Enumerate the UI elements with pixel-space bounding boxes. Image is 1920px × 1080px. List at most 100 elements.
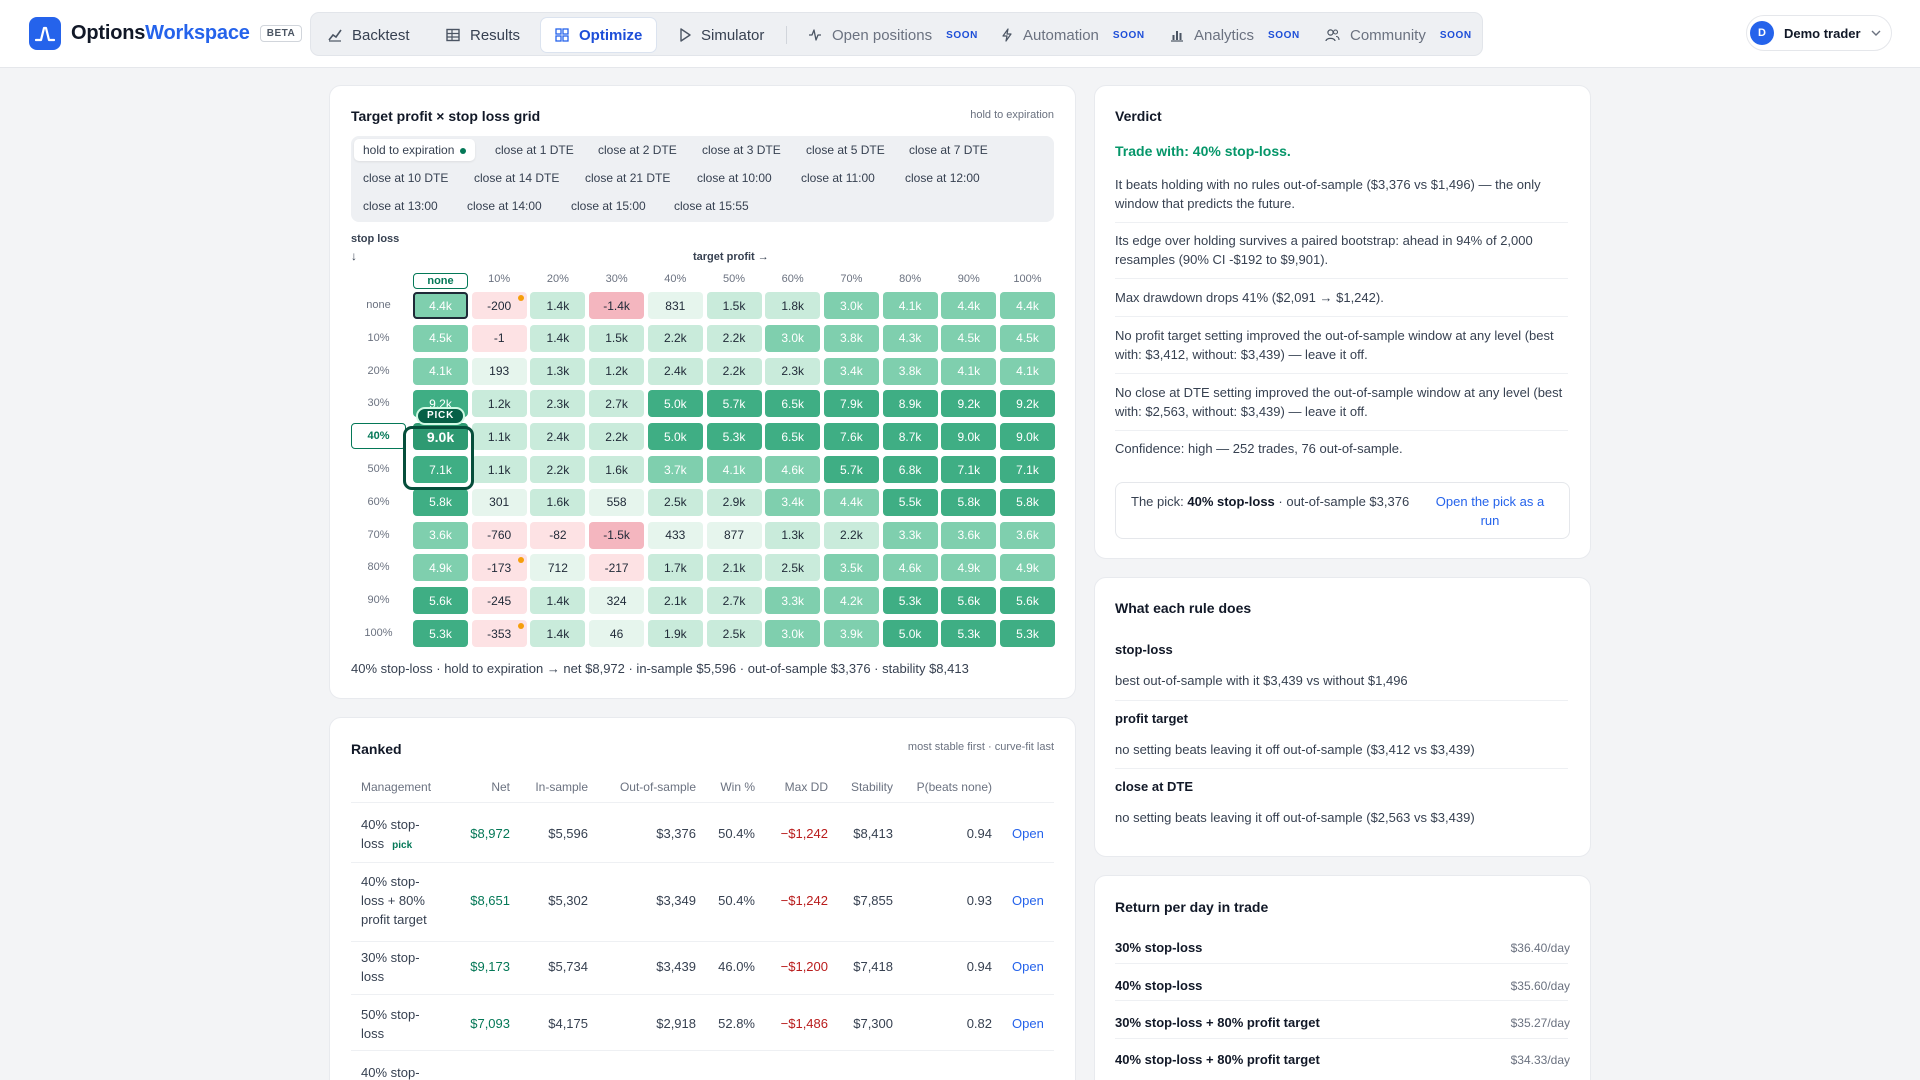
grid-cell[interactable]: 5.8k [1000,488,1055,516]
grid-cell[interactable]: 7.1k [1000,456,1055,483]
grid-cell[interactable]: 3.0k [823,292,879,319]
grid-cell[interactable]: 4.9k [941,554,997,582]
chip-close-3-dte[interactable]: close at 3 DTE [702,143,781,157]
grid-cell[interactable]: -1.5k [589,521,645,549]
grid-cell[interactable]: 46 [589,620,645,647]
grid-cell[interactable]: 1.6k [530,488,586,516]
grid-cell[interactable]: 4.5k [941,324,997,352]
nav-community[interactable]: Community SOON [1325,17,1472,53]
grid-cell[interactable]: 5.5k [882,488,938,516]
grid-cell[interactable]: 2.7k [589,390,645,418]
grid-cell[interactable]: 2.9k [706,488,762,516]
grid-cell[interactable]: 1.6k [589,456,645,483]
grid-cell[interactable]: 5.3k [941,620,997,647]
grid-cell[interactable]: -173 [471,554,527,582]
grid-cell[interactable]: 5.6k [941,587,997,615]
grid-cell[interactable]: 2.4k [647,357,703,385]
chip-close-1555[interactable]: close at 15:55 [674,199,749,213]
grid-cell[interactable]: 5.3k [1000,620,1055,647]
grid-cell[interactable]: 3.4k [823,357,879,385]
chip-close-5-dte[interactable]: close at 5 DTE [806,143,885,157]
grid-cell[interactable]: 2.7k [706,587,762,615]
nav-results[interactable]: Results [446,17,520,53]
grid-cell[interactable]: 7.6k [823,423,879,451]
grid-cell[interactable]: 4.3k [882,324,938,352]
grid-cell[interactable]: 6.5k [765,423,821,451]
grid-cell[interactable]: 4.9k [1000,554,1055,582]
grid-cell[interactable]: 3.6k [1000,521,1055,549]
grid-cell[interactable]: -1.4k [589,292,645,319]
column-header[interactable]: none [413,273,468,289]
chip-close-14-dte[interactable]: close at 14 DTE [474,171,560,185]
chip-close-10-dte[interactable]: close at 10 DTE [363,171,449,185]
grid-cell[interactable]: 5.3k [706,423,762,451]
grid-cell[interactable]: -217 [589,554,645,582]
grid-cell[interactable]: 712 [530,554,586,582]
chip-close-1-dte[interactable]: close at 1 DTE [495,143,574,157]
grid-cell[interactable]: 2.2k [706,357,762,385]
grid-cell[interactable]: 2.1k [647,587,703,615]
chip-close-1500[interactable]: close at 15:00 [571,199,646,213]
grid-cell[interactable]: 301 [471,488,527,516]
grid-cell[interactable]: 1.4k [530,292,586,319]
grid-cell[interactable]: 5.0k [647,390,703,418]
grid-cell[interactable]: 2.2k [589,423,645,451]
grid-cell[interactable]: 5.7k [823,456,879,483]
grid-cell[interactable]: 324 [589,587,645,615]
grid-cell[interactable]: 3.6k [941,521,997,549]
nav-backtest[interactable]: Backtest [328,17,410,53]
grid-cell[interactable]: 1.3k [765,521,821,549]
grid-cell[interactable]: 4.4k [413,292,468,319]
open-run-link[interactable]: Open [1012,959,1044,974]
grid-cell[interactable]: 5.3k [882,587,938,615]
grid-cell[interactable]: 2.2k [530,456,586,483]
grid-cell[interactable]: 4.6k [765,456,821,483]
grid-cell[interactable]: 3.5k [823,554,879,582]
grid-cell[interactable]: 8.7k [882,423,938,451]
grid-cell[interactable]: 2.5k [647,488,703,516]
grid-cell[interactable]: 4.5k [1000,324,1055,352]
grid-cell[interactable]: 1.4k [530,324,586,352]
grid-cell[interactable]: 2.5k [706,620,762,647]
grid-cell[interactable]: 9.2k [941,390,997,418]
grid-cell[interactable]: -245 [471,587,527,615]
grid-cell[interactable]: 1.1k [471,456,527,483]
grid-cell[interactable]: 2.2k [823,521,879,549]
grid-cell[interactable]: 193 [471,357,527,385]
grid-cell[interactable]: 4.4k [941,292,997,319]
grid-cell[interactable]: 9.0k [941,423,997,451]
open-pick-link[interactable]: Open the pick as a run [1435,494,1545,528]
grid-cell[interactable]: -1 [471,324,527,352]
grid-cell[interactable]: 433 [647,521,703,549]
chip-close-7-dte[interactable]: close at 7 DTE [909,143,988,157]
grid-cell[interactable]: 877 [706,521,762,549]
grid-cell[interactable]: 1.4k [530,620,586,647]
grid-cell[interactable]: 7.1k [413,456,468,483]
grid-cell[interactable]: 1.2k [589,357,645,385]
chip-close-21-dte[interactable]: close at 21 DTE [585,171,671,185]
chip-hold-to-expiration[interactable]: hold to expiration [354,139,476,161]
grid-cell[interactable]: 9.2k [1000,390,1055,418]
nav-simulator[interactable]: Simulator [679,17,764,53]
grid-cell[interactable]: 831 [647,292,703,319]
grid-cell[interactable]: 5.6k [413,587,468,615]
nav-open-positions[interactable]: Open positions SOON [808,17,978,53]
grid-cell[interactable]: 2.2k [706,324,762,352]
grid-cell[interactable]: 3.8k [823,324,879,352]
grid-cell[interactable]: 1.3k [530,357,586,385]
chip-close-1100[interactable]: close at 11:00 [801,171,875,185]
grid-cell[interactable]: 6.5k [765,390,821,418]
grid-cell[interactable]: 4.6k [882,554,938,582]
chip-close-2-dte[interactable]: close at 2 DTE [598,143,677,157]
grid-cell[interactable]: -760 [471,521,527,549]
grid-cell[interactable]: 2.1k [706,554,762,582]
grid-cell[interactable]: 3.9k [823,620,879,647]
grid-cell[interactable]: 4.2k [823,587,879,615]
grid-cell[interactable]: 3.6k [413,521,468,549]
grid-cell[interactable]: 2.4k [530,423,586,451]
grid-cell[interactable]: 1.2k [471,390,527,418]
nav-automation[interactable]: Automation SOON [1001,17,1145,53]
grid-cell[interactable]: 9.0k [1000,423,1055,451]
grid-cell[interactable]: 1.1k [471,423,527,451]
grid-cell[interactable]: 5.8k [941,488,997,516]
